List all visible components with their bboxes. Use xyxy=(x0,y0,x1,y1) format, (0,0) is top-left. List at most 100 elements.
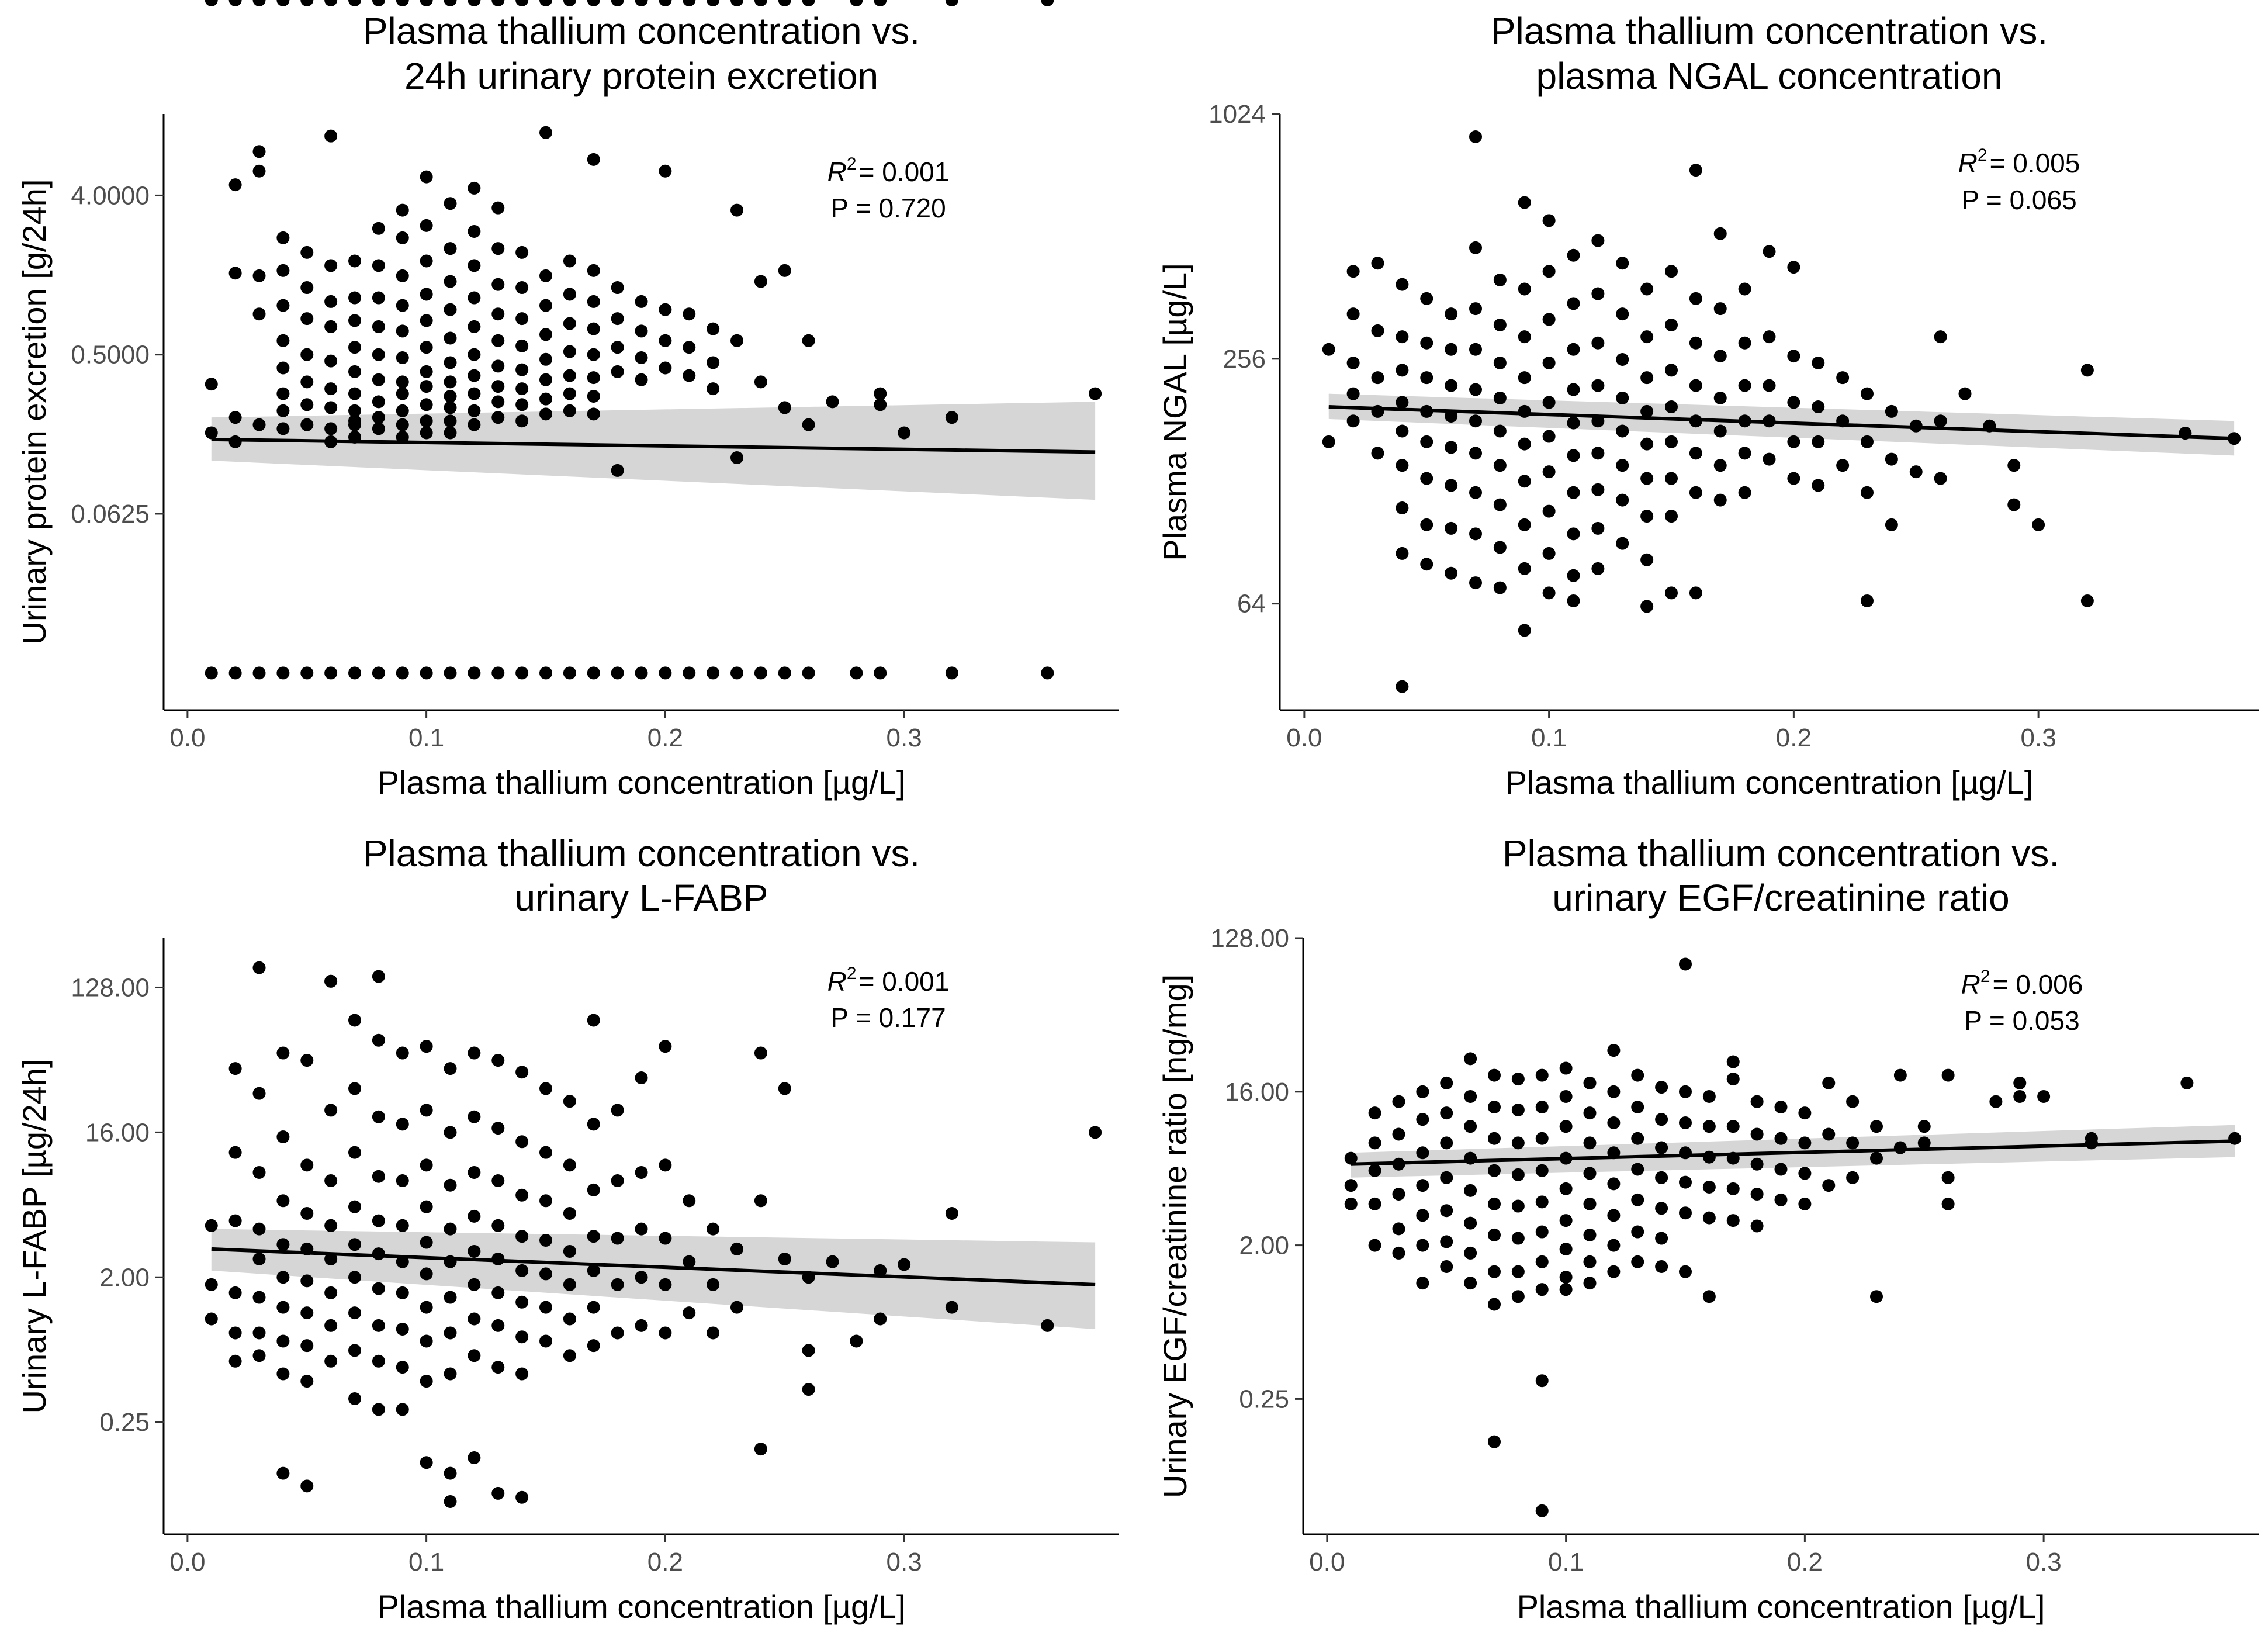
ngal-point xyxy=(1420,336,1433,350)
ngal-point xyxy=(1567,594,1580,607)
egf-point xyxy=(1440,1204,1453,1218)
egf-point xyxy=(1989,1095,2003,1108)
ngal-point xyxy=(1787,472,1800,485)
ngal-point xyxy=(1665,586,1678,600)
lfabp-point xyxy=(348,1306,361,1320)
protein-point xyxy=(468,348,481,361)
protein-point xyxy=(491,278,505,291)
lfabp-point xyxy=(635,1165,648,1179)
protein-x-axis-title: Plasma thallium concentration [µg/L] xyxy=(378,764,906,801)
protein-point xyxy=(563,288,576,301)
egf-y-tick-label: 16.00 xyxy=(1225,1078,1289,1106)
ngal-point xyxy=(1469,383,1482,396)
ngal-point xyxy=(1738,336,1751,350)
protein-point xyxy=(563,345,576,358)
protein-point xyxy=(444,331,457,345)
protein-floor-point xyxy=(324,666,338,680)
egf-point xyxy=(1368,1239,1381,1252)
protein-point xyxy=(324,354,338,368)
ngal-point xyxy=(1445,307,1458,321)
ngal-point xyxy=(1469,130,1482,143)
egf-point xyxy=(1535,1225,1549,1239)
ngal-point xyxy=(1542,265,1556,278)
egf-y-tick-label: 128.00 xyxy=(1210,924,1289,953)
ngal-point xyxy=(1469,302,1482,316)
ngal-point xyxy=(1713,424,1727,438)
protein-r2-value: = 0.001 xyxy=(859,157,950,187)
protein-point xyxy=(276,361,290,375)
protein-point xyxy=(396,324,409,338)
lfabp-point xyxy=(324,1174,338,1187)
protein-point xyxy=(372,291,385,305)
egf-point xyxy=(1464,1089,1477,1103)
protein-point xyxy=(300,245,314,259)
protein-point xyxy=(659,334,672,347)
egf-regression-line xyxy=(1351,1139,2235,1166)
egf-point xyxy=(1774,1101,1788,1114)
lfabp-point xyxy=(635,1222,648,1236)
protein-point xyxy=(396,387,409,400)
ngal-point xyxy=(1518,475,1531,488)
ngal-point xyxy=(1640,330,1654,344)
ngal-title-line-1: Plasma thallium concentration vs. xyxy=(1491,10,2048,52)
lfabp-point xyxy=(515,1230,529,1243)
ngal-point xyxy=(1689,486,1702,499)
protein-point xyxy=(587,0,600,6)
ngal-point xyxy=(1640,600,1654,613)
lfabp-point xyxy=(396,1219,409,1232)
ngal-point xyxy=(1591,336,1605,350)
protein-point xyxy=(563,387,576,400)
ngal-point xyxy=(1518,330,1531,344)
protein-point xyxy=(754,0,767,6)
ngal-point xyxy=(1885,452,1898,466)
ngal-point xyxy=(1640,510,1654,523)
lfabp-point xyxy=(444,1367,457,1381)
lfabp-point xyxy=(754,1194,767,1208)
protein-point xyxy=(300,312,314,326)
protein-point xyxy=(491,395,505,409)
protein-point xyxy=(444,390,457,403)
lfabp-point xyxy=(659,1278,672,1291)
egf-point xyxy=(2085,1136,2098,1150)
protein-floor-point xyxy=(468,666,481,680)
protein-point xyxy=(802,0,815,6)
protein-point xyxy=(587,322,600,335)
ngal-point xyxy=(1665,435,1678,448)
lfabp-point xyxy=(587,1339,600,1353)
egf-point xyxy=(2037,1089,2051,1103)
lfabp-point xyxy=(396,1046,409,1060)
ngal-point xyxy=(1591,379,1605,392)
egf-point xyxy=(1822,1076,1836,1089)
lfabp-x-tick-label: 0.1 xyxy=(408,1548,444,1576)
ngal-p-value: P = 0.065 xyxy=(1961,185,2076,215)
protein-point xyxy=(515,245,529,259)
lfabp-point xyxy=(300,1207,314,1220)
ngal-point xyxy=(1469,241,1482,254)
protein-point xyxy=(874,0,887,6)
ngal-point xyxy=(1861,435,1874,448)
egf-point xyxy=(1464,1120,1477,1133)
protein-point xyxy=(324,259,338,272)
egf-point xyxy=(1440,1136,1453,1150)
ngal-point xyxy=(1322,435,1335,448)
lfabp-point xyxy=(228,1062,242,1075)
egf-point xyxy=(1488,1265,1501,1278)
ngal-point xyxy=(1445,479,1458,492)
lfabp-point xyxy=(324,974,338,988)
protein-point xyxy=(396,0,409,6)
egf-point xyxy=(1488,1132,1501,1145)
ngal-point xyxy=(1567,486,1580,499)
lfabp-point xyxy=(611,1174,624,1187)
protein-point xyxy=(468,0,481,6)
lfabp-point xyxy=(372,1354,385,1368)
ngal-y-tick-label: 64 xyxy=(1237,590,1266,618)
ngal-r2-symbol: R xyxy=(1958,148,1978,178)
protein-point xyxy=(324,0,338,6)
lfabp-point xyxy=(396,1361,409,1374)
lfabp-r2-symbol: R xyxy=(827,966,847,997)
ngal-point xyxy=(1567,527,1580,541)
protein-point xyxy=(539,352,552,366)
protein-point xyxy=(420,314,433,327)
protein-point xyxy=(420,365,433,378)
